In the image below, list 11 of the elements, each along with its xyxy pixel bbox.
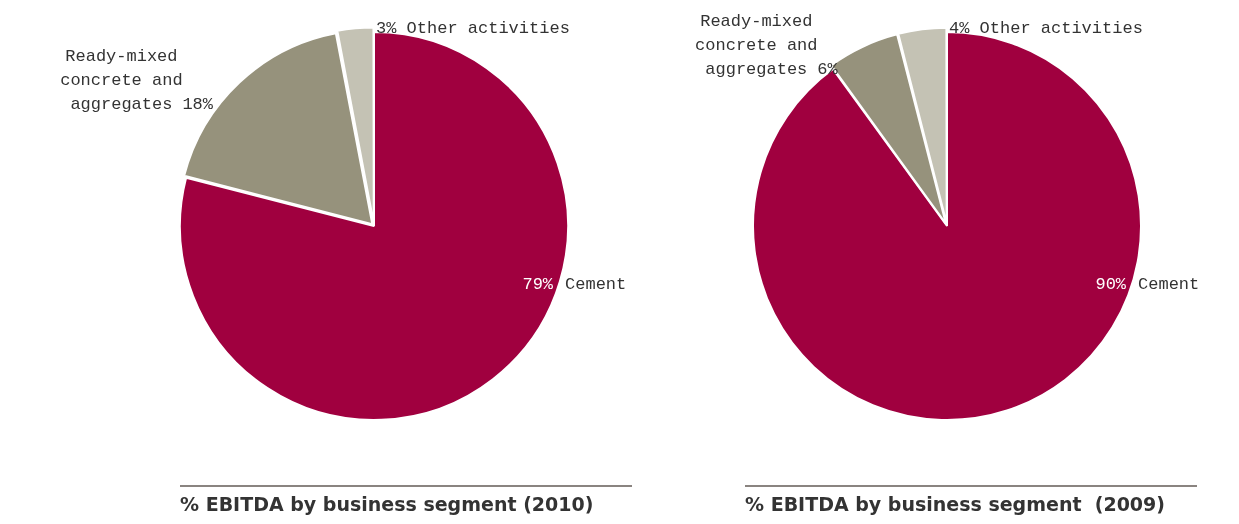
slice-label: Ready-mixed concrete and aggregates xyxy=(695,11,818,79)
slice-label: Ready-mixed concrete and aggregates xyxy=(60,46,183,114)
text: % EBITDA by business segment (2009) xyxy=(745,485,1197,515)
data-label: 90% xyxy=(1095,274,1127,294)
text: % EBITDA by business segment (2010) xyxy=(180,485,632,515)
slice-label: Cement xyxy=(565,274,627,294)
slice-label: 4% Other activities xyxy=(949,18,1143,38)
slice-label: Cement xyxy=(1138,274,1200,294)
slice-label: 3% Other activities xyxy=(376,18,570,38)
data-label: 18% xyxy=(182,94,214,114)
data-label: 79% xyxy=(522,274,554,294)
